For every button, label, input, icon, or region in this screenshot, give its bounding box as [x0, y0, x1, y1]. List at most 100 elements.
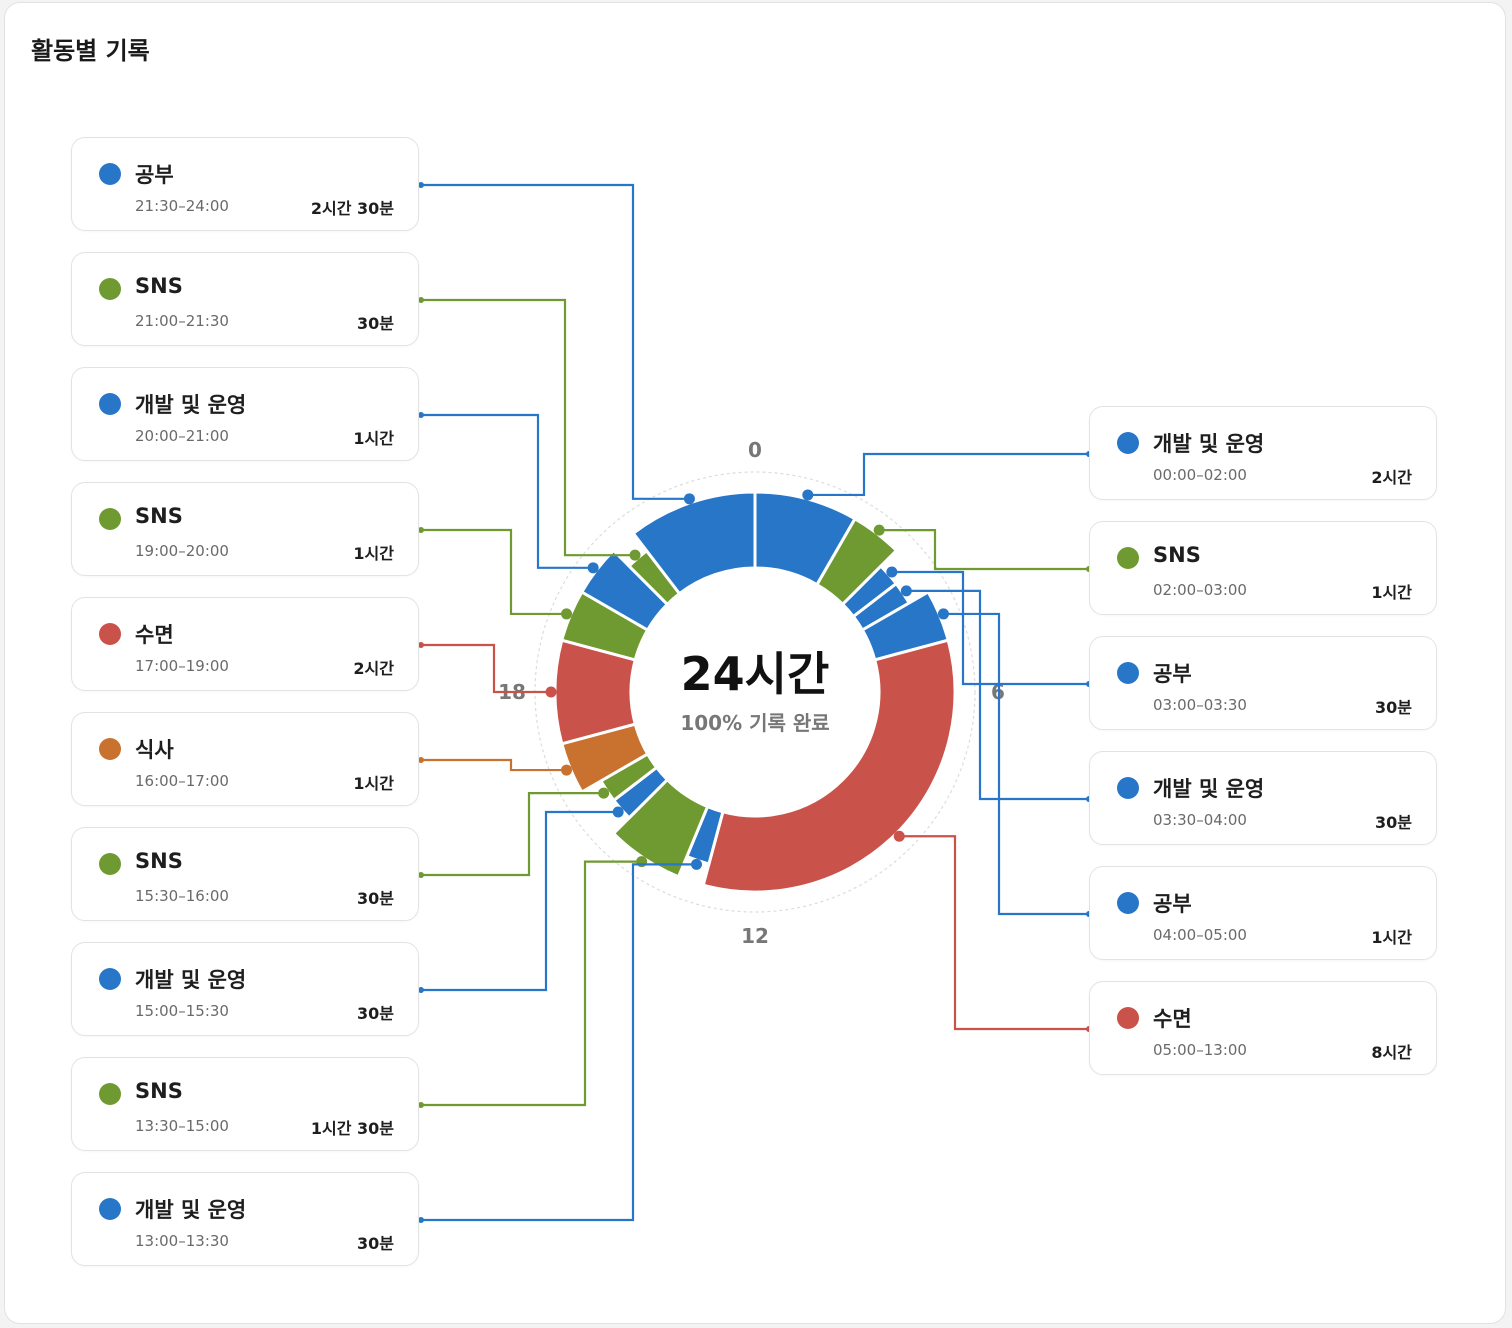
activity-item[interactable]: SNS 19:00–20:00 1시간 [71, 482, 419, 576]
activity-duration: 30분 [357, 314, 394, 333]
activity-color-dot [1117, 1007, 1139, 1029]
activity-item[interactable]: 공부 21:30–24:00 2시간 30분 [71, 137, 419, 231]
connector-anchor [418, 872, 424, 878]
connector-line [807, 452, 1089, 497]
donut-segment[interactable] [701, 638, 957, 894]
activity-item[interactable]: 개발 및 운영 13:00–13:30 30분 [71, 1172, 419, 1266]
connector-dot [873, 524, 885, 536]
activity-duration: 2시간 30분 [310, 199, 394, 218]
activity-time-range: 13:00–13:30 [135, 1232, 229, 1250]
activity-color-dot [1117, 662, 1139, 684]
activity-time-range: 05:00–13:00 [1153, 1041, 1247, 1059]
activity-duration: 30분 [1375, 813, 1412, 832]
connector-line [421, 413, 594, 569]
activity-duration: 1시간 [1371, 583, 1412, 602]
activity-color-dot [99, 278, 121, 300]
activity-item[interactable]: 개발 및 운영 15:00–15:30 30분 [71, 942, 419, 1036]
activity-item[interactable]: 공부 03:00–03:30 30분 [1089, 636, 1437, 730]
connector-dot [629, 549, 641, 561]
connector-dot [587, 562, 599, 574]
activity-color-dot [99, 968, 121, 990]
connector-dot [690, 858, 702, 870]
connector-line [421, 863, 697, 1222]
connector-anchor [418, 527, 424, 533]
activity-item[interactable]: SNS 02:00–03:00 1시간 [1089, 521, 1437, 615]
tick-label: 0 [748, 438, 762, 462]
activity-item[interactable]: SNS 21:00–21:30 30분 [71, 252, 419, 346]
activity-duration: 30분 [357, 889, 394, 908]
connector-anchor [418, 1102, 424, 1108]
activity-name: 개발 및 운영 [135, 1198, 247, 1222]
activity-time-range: 16:00–17:00 [135, 772, 229, 790]
connector-dot [683, 493, 695, 505]
activity-name: 개발 및 운영 [1153, 777, 1265, 801]
activity-duration: 2시간 [1371, 468, 1412, 487]
page-title: 활동별 기록 [31, 37, 150, 65]
activity-item[interactable]: 개발 및 운영 00:00–02:00 2시간 [1089, 406, 1437, 500]
activity-item[interactable]: 수면 17:00–19:00 2시간 [71, 597, 419, 691]
activity-color-dot [99, 853, 121, 875]
connector-anchor [418, 182, 424, 188]
activity-item[interactable]: 수면 05:00–13:00 8시간 [1089, 981, 1437, 1075]
connector-line [421, 758, 567, 772]
activity-duration: 30분 [357, 1234, 394, 1253]
connector-line [421, 792, 604, 877]
activity-duration: 1시간 [353, 544, 394, 563]
activity-duration: 2시간 [353, 659, 394, 678]
connector-dot [561, 608, 573, 620]
connector-anchor [418, 642, 424, 648]
activity-item[interactable]: 식사 16:00–17:00 1시간 [71, 712, 419, 806]
activity-duration: 1시간 [1371, 928, 1412, 947]
activity-time-range: 03:30–04:00 [1153, 811, 1247, 829]
activity-time-range: 19:00–20:00 [135, 542, 229, 560]
connector-dot [886, 566, 898, 578]
activity-time-range: 02:00–03:00 [1153, 581, 1247, 599]
connector-line [421, 860, 642, 1107]
activity-item[interactable]: SNS 13:30–15:00 1시간 30분 [71, 1057, 419, 1151]
connector-anchor [418, 1217, 424, 1223]
center-subtitle: 100% 기록 완료 [680, 711, 829, 735]
activity-color-dot [99, 623, 121, 645]
activity-item[interactable]: 개발 및 운영 20:00–21:00 1시간 [71, 367, 419, 461]
donut-segment[interactable] [631, 490, 757, 596]
activity-name: 식사 [135, 738, 174, 762]
connector-dot [893, 830, 905, 842]
connector-line [879, 529, 1089, 571]
activity-color-dot [1117, 547, 1139, 569]
activity-item[interactable]: 개발 및 운영 03:30–04:00 30분 [1089, 751, 1437, 845]
activity-time-range: 04:00–05:00 [1153, 926, 1247, 944]
connector-line [891, 570, 1089, 686]
activity-name: SNS [135, 849, 183, 873]
activity-time-range: 03:00–03:30 [1153, 696, 1247, 714]
activity-name: 수면 [135, 623, 174, 647]
activity-time-range: 15:30–16:00 [135, 887, 229, 905]
activity-name: SNS [135, 504, 183, 528]
connector-dot [900, 585, 912, 597]
activity-name: 공부 [1153, 892, 1192, 916]
activity-time-range: 15:00–15:30 [135, 1002, 229, 1020]
activity-name: 개발 및 운영 [135, 393, 247, 417]
activity-color-dot [1117, 432, 1139, 454]
activity-name: 개발 및 운영 [1153, 432, 1265, 456]
activity-time-range: 13:30–15:00 [135, 1117, 229, 1135]
activity-name: 공부 [1153, 662, 1192, 686]
connector-line [421, 528, 567, 616]
activity-name: 수면 [1153, 1007, 1192, 1031]
activity-name: 공부 [135, 163, 174, 187]
connector-anchor [418, 757, 424, 763]
connector-line [906, 589, 1089, 801]
activity-item[interactable]: SNS 15:30–16:00 30분 [71, 827, 419, 921]
activity-time-range: 17:00–19:00 [135, 657, 229, 675]
activity-name: SNS [1153, 543, 1201, 567]
connector-line [421, 298, 635, 557]
connector-dot [937, 608, 949, 620]
activity-item[interactable]: 공부 04:00–05:00 1시간 [1089, 866, 1437, 960]
connector-dot [612, 806, 624, 818]
connector-anchor [418, 412, 424, 418]
activity-duration: 1시간 [353, 429, 394, 448]
tick-label: 12 [741, 924, 769, 948]
activity-duration: 30분 [1375, 698, 1412, 717]
connector-anchor [418, 987, 424, 993]
activity-color-dot [99, 508, 121, 530]
